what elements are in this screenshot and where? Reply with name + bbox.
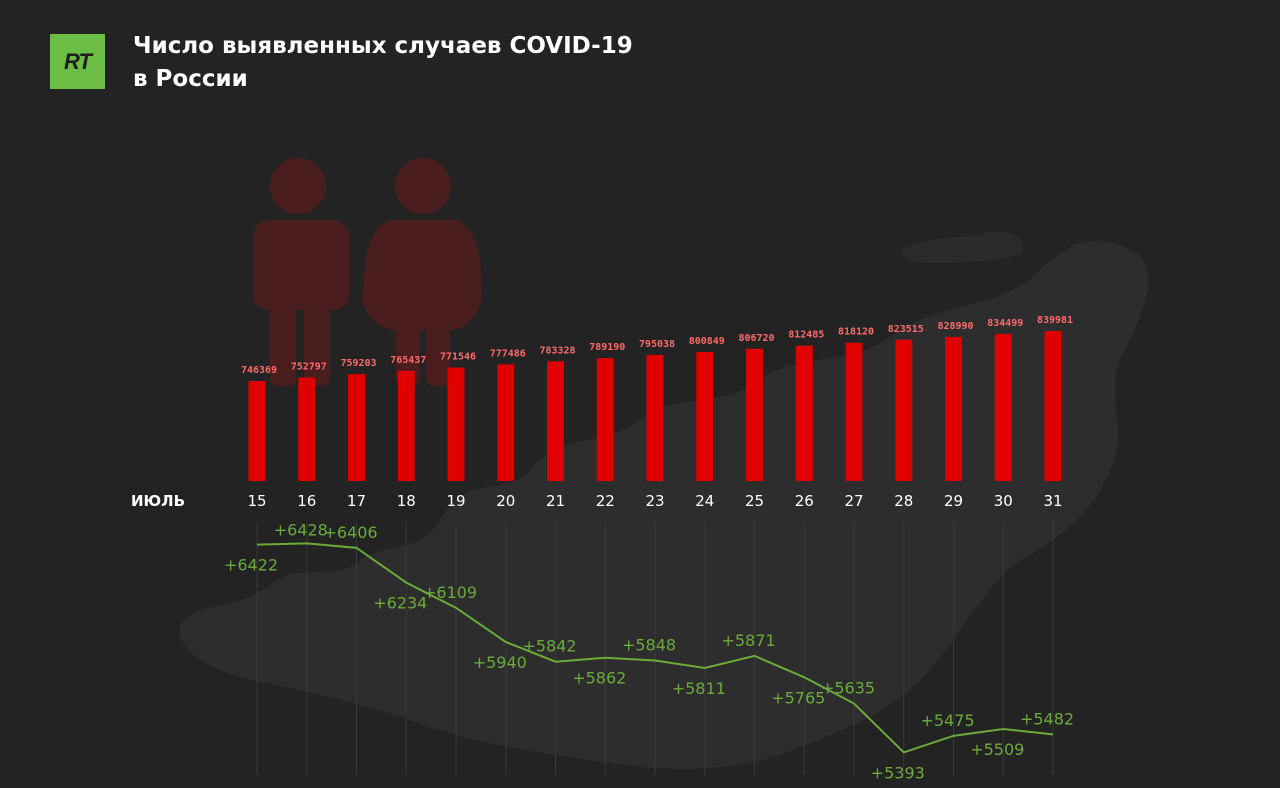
x-tick-label: 30 [994, 492, 1013, 510]
x-tick-label: 28 [894, 492, 913, 510]
bar-value-label: 777486 [490, 348, 526, 359]
title-line-2: в России [133, 66, 248, 92]
x-tick-label: 15 [247, 492, 266, 510]
x-tick-label: 25 [745, 492, 764, 510]
bar [945, 336, 962, 481]
bar [497, 364, 515, 481]
x-tick-label: 21 [546, 492, 565, 510]
title-line-1: Число выявленных случаев COVID-19 [133, 33, 633, 59]
bar-value-label: 765437 [390, 355, 426, 366]
woman-icon [362, 158, 482, 386]
line-value-label: +6234 [373, 594, 427, 613]
line-value-label: +6109 [423, 583, 477, 602]
bar [1044, 331, 1062, 481]
bar-value-label: 789190 [589, 342, 625, 353]
line-value-label: +5842 [522, 637, 576, 656]
bar-value-label: 752797 [291, 362, 327, 373]
bar [646, 355, 664, 481]
page-title: Число выявленных случаев COVID-19 в Росс… [133, 30, 633, 96]
bar [447, 367, 465, 481]
bar-value-label: 795038 [639, 339, 675, 350]
x-tick-label: 31 [1043, 492, 1062, 510]
bar-value-label: 800849 [689, 336, 725, 347]
bar-value-label: 818120 [838, 327, 874, 338]
bar [795, 345, 813, 481]
bar [746, 348, 763, 481]
x-tick-label: 18 [397, 492, 416, 510]
line-value-label: +5871 [721, 631, 775, 650]
bar [348, 374, 365, 481]
line-value-label: +5765 [771, 688, 825, 707]
bar-value-label: 812485 [788, 330, 824, 341]
x-tick-label: 27 [844, 492, 863, 510]
x-tick-label: 26 [795, 492, 814, 510]
line-value-label: +5475 [920, 711, 974, 730]
daily-increase-line [256, 542, 1054, 754]
bar [397, 370, 415, 481]
line-value-label: +6428 [274, 520, 328, 539]
x-tick-label: 19 [446, 492, 465, 510]
line-value-label: +5482 [1020, 709, 1074, 728]
logo-text: RT [64, 48, 92, 74]
x-axis-label: ИЮЛЬ [131, 492, 185, 510]
line-value-label: +6406 [323, 523, 377, 542]
bar-value-label: 771546 [440, 352, 476, 363]
man-icon [253, 158, 349, 386]
line-value-label: +5509 [970, 740, 1024, 759]
x-tick-label: 29 [944, 492, 963, 510]
bar-value-label: 783328 [539, 345, 575, 356]
bar-value-label: 759203 [340, 358, 376, 369]
x-tick-label: 23 [645, 492, 664, 510]
line-value-label: +5848 [622, 636, 676, 655]
bar [248, 381, 266, 481]
bar-value-label: 806720 [738, 333, 774, 344]
x-tick-label: 17 [347, 492, 366, 510]
rt-logo: RT [50, 34, 105, 89]
line-value-label: +6422 [224, 556, 278, 575]
x-tick-label: 24 [695, 492, 714, 510]
bar [298, 377, 316, 481]
bar-value-label: 823515 [888, 324, 924, 335]
line-value-label: +5862 [572, 669, 626, 688]
bar [994, 333, 1012, 481]
bar-value-label: 839981 [1037, 315, 1073, 326]
bar [596, 358, 614, 481]
bar-value-label: 746369 [241, 365, 277, 376]
line-value-label: +5635 [821, 679, 875, 698]
x-tick-label: 22 [596, 492, 615, 510]
bar-value-label: 834499 [987, 318, 1023, 329]
bar [895, 339, 913, 481]
line-value-label: +5393 [871, 763, 925, 782]
bar-value-label: 828990 [937, 321, 973, 332]
map-island-top [900, 231, 1023, 264]
x-tick-label: 20 [496, 492, 515, 510]
bar [547, 361, 564, 481]
x-tick-label: 16 [297, 492, 316, 510]
bar [696, 351, 714, 481]
line-value-label: +5811 [672, 679, 726, 698]
line-value-label: +5940 [473, 653, 527, 672]
bar [845, 342, 863, 481]
